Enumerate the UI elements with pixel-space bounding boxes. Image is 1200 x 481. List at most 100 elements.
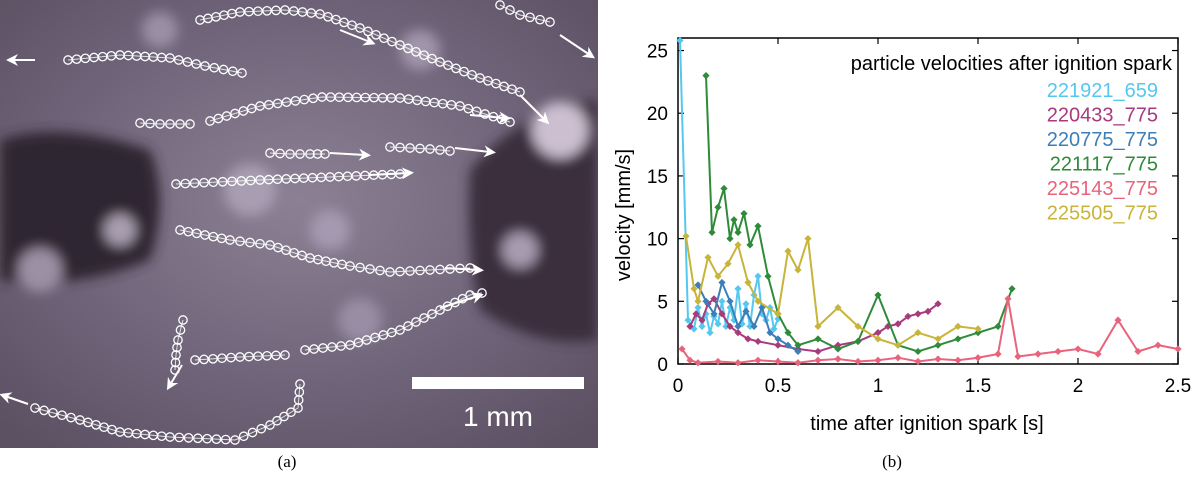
particle-marker	[395, 142, 405, 153]
data-point	[754, 222, 762, 230]
particle-marker	[185, 119, 195, 129]
data-point	[974, 329, 982, 337]
data-point	[854, 322, 862, 330]
particle-marker	[336, 341, 346, 351]
particle-marker	[256, 423, 267, 434]
data-point	[954, 335, 962, 343]
data-point	[714, 203, 722, 211]
electrode-left	[0, 132, 160, 292]
data-point	[726, 235, 734, 243]
data-point	[834, 355, 842, 363]
particle-marker	[355, 23, 365, 33]
data-point	[814, 322, 822, 330]
data-point	[784, 329, 792, 337]
data-point	[718, 278, 726, 287]
y-axis-label: velocity [mm/s]	[613, 149, 635, 281]
data-point	[1014, 352, 1022, 361]
particle-marker	[174, 432, 185, 443]
particle-marker	[255, 238, 265, 249]
particle-marker	[411, 317, 421, 327]
particle-marker	[355, 262, 365, 273]
particle-marker	[175, 325, 186, 335]
data-point	[914, 329, 922, 337]
data-point	[698, 322, 706, 330]
data-point	[714, 272, 722, 280]
particle-track	[269, 152, 325, 155]
particle-marker	[525, 12, 535, 23]
data-point	[774, 335, 782, 343]
data-point	[834, 303, 842, 312]
data-point	[694, 281, 702, 289]
data-point	[804, 235, 812, 243]
particle-marker	[57, 410, 67, 421]
particle-marker	[411, 46, 421, 57]
particle-marker	[48, 407, 58, 418]
data-point	[1174, 345, 1182, 353]
particle-marker	[385, 142, 395, 152]
particle-marker	[230, 435, 240, 445]
arrow-icon	[339, 29, 376, 46]
data-point	[974, 354, 982, 362]
data-point	[934, 355, 942, 363]
particle-track	[199, 9, 521, 93]
data-point	[794, 266, 802, 274]
particle-track	[194, 354, 286, 361]
data-point	[766, 329, 774, 337]
data-point	[690, 325, 698, 333]
particle-marker	[173, 55, 184, 65]
data-point	[854, 337, 862, 346]
particle-marker	[445, 146, 455, 156]
data-point	[774, 341, 782, 349]
arrow-icon	[329, 148, 371, 161]
particle-marker	[265, 148, 275, 158]
data-point	[934, 341, 942, 349]
data-point	[764, 272, 772, 280]
particle-marker	[145, 118, 155, 129]
particle-marker	[135, 118, 145, 128]
particle-marker	[178, 315, 188, 325]
data-point	[934, 335, 942, 343]
velocity-chart: 0 0.5 1 1.5 2 2.5 0 5 10 15 20 25 particle velociti…	[613, 36, 1191, 435]
particle-marker	[217, 176, 228, 187]
particle-marker	[189, 178, 200, 188]
particle-track	[139, 122, 190, 125]
data-point	[1008, 285, 1016, 293]
direction-arrows	[0, 29, 595, 405]
y-tick-label: 20	[647, 104, 668, 125]
data-point	[770, 325, 778, 333]
particle-tracking-image: 1 mm	[0, 0, 598, 448]
data-point	[794, 359, 802, 367]
particle-marker	[280, 350, 290, 360]
arrow-icon	[469, 111, 511, 124]
data-point	[994, 350, 1002, 358]
scale-bar-label: 1 mm	[463, 401, 533, 432]
y-tick-label: 15	[647, 167, 668, 188]
legend-entry: 220775_775	[1047, 129, 1158, 151]
legend-entry: 221117_775	[1050, 154, 1158, 176]
data-point	[894, 341, 902, 349]
data-point	[754, 272, 762, 280]
caption-panel-a: (a)	[277, 452, 297, 471]
particle-marker	[535, 14, 545, 25]
data-point	[954, 322, 962, 330]
series-220775_775	[694, 278, 802, 356]
particle-marker	[286, 407, 296, 418]
particle-marker	[182, 57, 193, 67]
particle-marker	[285, 149, 295, 159]
legend-entry: 221921_659	[1047, 80, 1158, 102]
particle-marker	[505, 5, 515, 15]
series-221921_659	[676, 36, 782, 337]
particle-marker	[443, 60, 453, 71]
data-point	[874, 335, 882, 343]
data-point	[894, 354, 902, 362]
arrow-icon	[369, 167, 414, 180]
data-point	[894, 320, 902, 328]
data-point	[694, 359, 702, 367]
data-point	[994, 322, 1002, 330]
particle-marker	[295, 149, 305, 159]
particle-marker	[209, 62, 220, 73]
particle-marker	[199, 177, 209, 188]
data-point	[914, 357, 922, 366]
particle-marker	[211, 434, 222, 444]
data-point	[744, 278, 752, 287]
